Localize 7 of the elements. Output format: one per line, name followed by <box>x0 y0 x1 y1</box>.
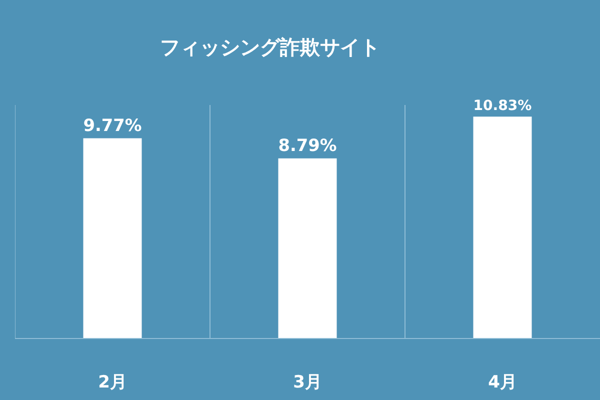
x-tick-label: 3月 <box>293 372 322 392</box>
chart-title: フィッシング詐欺サイト <box>160 35 380 59</box>
data-label: 8.79% <box>278 134 337 155</box>
data-label: 9.77% <box>83 114 142 135</box>
x-tick-label: 2月 <box>98 372 127 392</box>
data-label: 10.83% <box>473 98 532 114</box>
x-tick-label: 4月 <box>488 372 517 392</box>
